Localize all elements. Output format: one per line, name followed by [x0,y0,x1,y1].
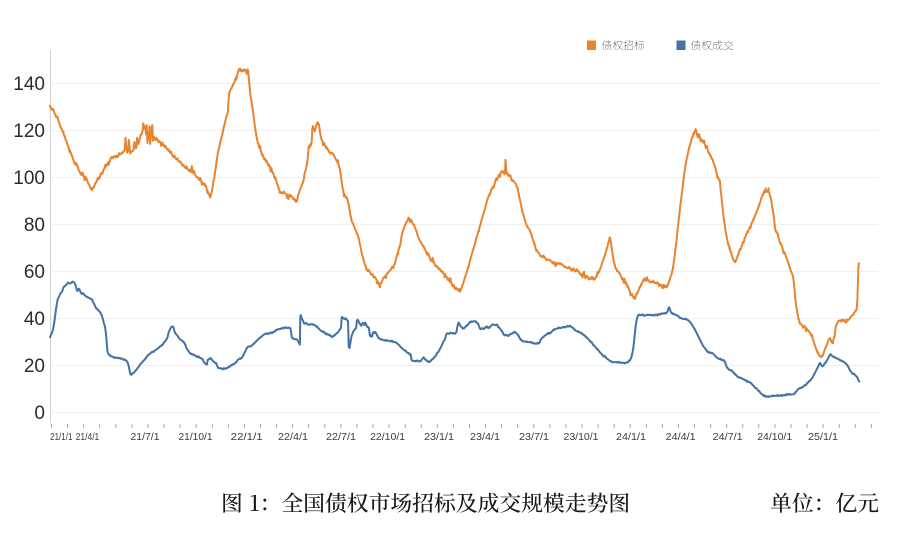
svg-text:21/7/1: 21/7/1 [131,431,160,443]
svg-text:23/10/1: 23/10/1 [564,431,599,443]
svg-text:22/7/1: 22/7/1 [326,431,356,443]
svg-text:100: 100 [13,168,45,189]
svg-text:0: 0 [34,403,45,424]
svg-text:24/1/1: 24/1/1 [616,431,646,443]
svg-text:21/4/1: 21/4/1 [76,431,100,443]
svg-text:40: 40 [24,309,45,330]
svg-text:20: 20 [24,356,45,377]
svg-text:80: 80 [24,215,45,236]
svg-text:120: 120 [13,121,45,142]
svg-text:24/10/1: 24/10/1 [757,431,792,443]
svg-text:23/7/1: 23/7/1 [519,431,549,443]
svg-text:60: 60 [24,262,45,283]
svg-text:24/4/1: 24/4/1 [666,431,696,443]
svg-text:22/10/1: 22/10/1 [370,431,405,443]
svg-text:21/10/1: 21/10/1 [179,431,213,443]
svg-text:22/1/1: 22/1/1 [231,431,263,443]
svg-text:23/4/1: 23/4/1 [470,431,500,443]
svg-text:23/1/1: 23/1/1 [424,431,454,443]
svg-text:25/1/1: 25/1/1 [808,431,838,443]
svg-text:22/4/1: 22/4/1 [278,431,308,443]
svg-text:140: 140 [13,74,45,95]
svg-text:21/1/1: 21/1/1 [50,431,73,443]
svg-text:24/7/1: 24/7/1 [713,431,743,443]
